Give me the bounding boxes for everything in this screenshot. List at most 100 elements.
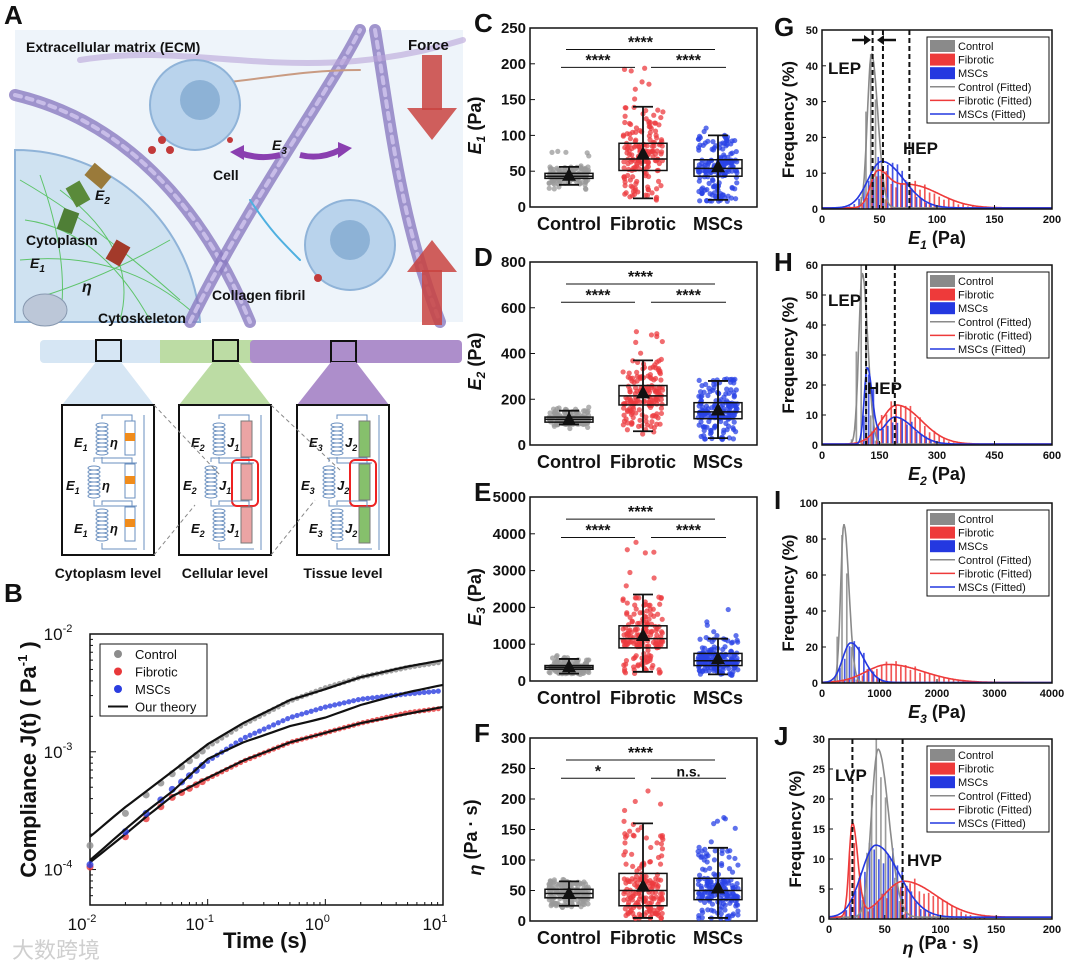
data-point bbox=[365, 695, 371, 701]
jitter-point bbox=[580, 408, 587, 414]
jitter-point bbox=[695, 848, 701, 855]
y-tick-label: 150 bbox=[501, 92, 526, 109]
text-span: E bbox=[301, 478, 310, 493]
y-tick-label: 50 bbox=[806, 290, 818, 302]
mean-marker bbox=[562, 885, 576, 899]
compliance-element-icon bbox=[240, 506, 253, 544]
x-tick-label: 100 bbox=[305, 913, 330, 934]
highlight-box bbox=[231, 459, 259, 507]
text-span: Compliance J(t) ( Pa bbox=[16, 666, 41, 878]
x-category-label: Fibrotic bbox=[610, 214, 676, 234]
jitter-point bbox=[622, 840, 628, 846]
x-axis-label: η (Pa · s) bbox=[902, 933, 978, 958]
jitter-point bbox=[657, 669, 663, 675]
x-tick-label: 101 bbox=[422, 913, 447, 934]
text-span: 10 bbox=[422, 915, 441, 934]
jitter-point bbox=[650, 606, 656, 612]
text-span: -2 bbox=[87, 913, 97, 925]
jitter-point bbox=[732, 825, 738, 831]
jitter-point bbox=[623, 861, 629, 867]
circuit-spring-label: E1 bbox=[74, 521, 88, 539]
x-tick-label: 1000 bbox=[867, 688, 891, 700]
jitter-point bbox=[628, 159, 634, 165]
histogram-bar bbox=[903, 913, 905, 919]
force-arrow-up-icon bbox=[407, 240, 457, 325]
y-tick-label: 50 bbox=[806, 25, 818, 37]
jitter-point bbox=[637, 620, 643, 626]
circuit-element-label: J1 bbox=[227, 435, 239, 453]
legend-label: Control bbox=[135, 647, 177, 662]
jitter-point bbox=[628, 68, 634, 74]
jitter-point bbox=[627, 131, 633, 137]
circuit-spring-label: E3 bbox=[301, 478, 315, 496]
jitter-point bbox=[638, 350, 644, 356]
jitter-point bbox=[656, 122, 662, 128]
histogram-bar bbox=[933, 193, 936, 209]
x-tick-label: 300 bbox=[928, 450, 946, 462]
histogram-bar bbox=[906, 424, 908, 445]
jitter-point bbox=[654, 333, 660, 340]
circuit-element-label: J2 bbox=[337, 478, 349, 496]
jitter-point bbox=[648, 332, 655, 338]
legend-label: Control bbox=[958, 276, 993, 288]
legend-label: Fibrotic bbox=[958, 55, 995, 67]
jitter-point bbox=[697, 198, 703, 204]
jitter-point bbox=[655, 854, 662, 861]
text-span: (Pa · s) bbox=[913, 933, 978, 953]
circuit-element-label: J2 bbox=[345, 521, 357, 539]
text-span: 10 bbox=[305, 915, 324, 934]
jitter-point bbox=[637, 417, 643, 423]
jitter-point bbox=[732, 855, 738, 862]
jitter-point bbox=[636, 865, 643, 872]
y-axis-label: Compliance J(t) ( Pa-1 ) bbox=[15, 641, 41, 878]
histogram-bar bbox=[932, 895, 935, 919]
histogram-bar bbox=[861, 442, 864, 445]
legend-label: MSCs (Fitted) bbox=[958, 818, 1026, 830]
jitter-point bbox=[653, 196, 659, 202]
histogram-bar bbox=[930, 439, 932, 445]
legend-label: Control bbox=[958, 750, 993, 762]
data-point bbox=[289, 714, 295, 720]
dashpot-piston bbox=[125, 433, 135, 441]
data-point bbox=[336, 701, 343, 707]
histogram-bar bbox=[962, 204, 964, 209]
jitter-point bbox=[549, 663, 555, 670]
e2-label: E2 bbox=[95, 187, 110, 207]
significance-label: **** bbox=[628, 34, 654, 51]
jitter-point bbox=[733, 387, 739, 393]
text-span: 1 bbox=[226, 486, 231, 496]
mean-marker bbox=[711, 651, 725, 665]
jitter-point bbox=[658, 410, 665, 417]
peak-annotation: LVP bbox=[835, 766, 867, 785]
jitter-point bbox=[649, 419, 655, 425]
significance-label: **** bbox=[628, 504, 654, 521]
jitter-point bbox=[574, 881, 580, 887]
jitter-point bbox=[643, 895, 649, 901]
peak-annotation: HEP bbox=[903, 139, 938, 158]
jitter-point bbox=[696, 377, 702, 384]
histogram-bar bbox=[885, 414, 888, 445]
text-span: E bbox=[191, 521, 200, 536]
histogram-bar bbox=[862, 905, 865, 919]
text-span: E bbox=[309, 521, 318, 536]
e1-label: E1 bbox=[30, 255, 45, 275]
data-point bbox=[318, 705, 324, 712]
jitter-point bbox=[621, 876, 627, 882]
text-span: E bbox=[74, 521, 83, 536]
legend-label: Control bbox=[958, 41, 993, 53]
y-tick-label: 2000 bbox=[493, 599, 526, 616]
jitter-point bbox=[631, 191, 638, 198]
jitter-point bbox=[586, 153, 592, 159]
histogram-bar bbox=[837, 681, 840, 683]
jitter-point bbox=[701, 645, 708, 651]
histogram-bar bbox=[938, 675, 941, 683]
data-point bbox=[322, 704, 328, 710]
panel-f-box-plot: F 0 50 100 150 200 250 300 η (Pa · s) Control Fibr… bbox=[461, 718, 758, 948]
jitter-point bbox=[634, 373, 640, 379]
legend-label: Control (Fitted) bbox=[958, 555, 1031, 567]
jitter-point bbox=[553, 901, 559, 907]
data-point bbox=[242, 734, 248, 740]
histogram-bar bbox=[876, 176, 878, 209]
text-span: E bbox=[66, 478, 75, 493]
histogram-bar bbox=[875, 739, 878, 919]
